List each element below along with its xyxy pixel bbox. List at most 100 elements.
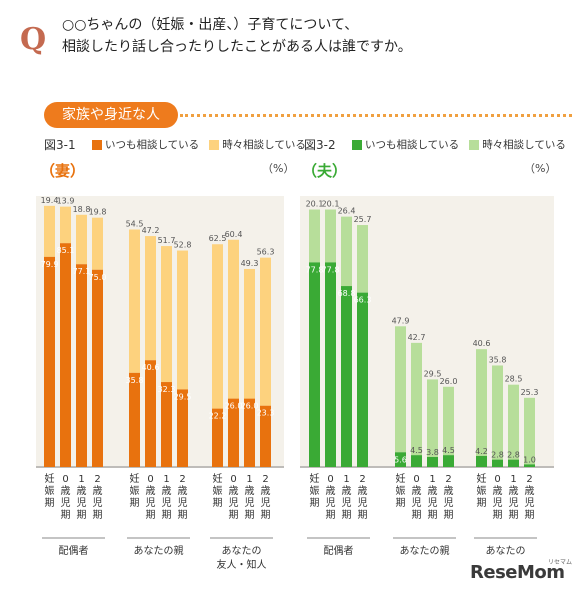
wife-period-label: 期 [245,509,255,521]
wife-label-sometimes: 47.2 [142,226,160,235]
husband-period-label: 期 [358,509,368,521]
husband-period-label: 2 [526,474,532,485]
husband-label-sometimes: 20.1 [306,200,324,209]
legend-label-sometimes: 時々相談している [482,139,566,151]
husband-bar-sometimes [492,365,503,460]
husband-period-label: 期 [477,497,487,509]
legend-wife: いつも相談している 時々相談している [92,137,306,152]
husband-label-sometimes: 40.6 [473,339,491,348]
husband-label-always: 77.8 [306,265,324,274]
husband-label-always: 2.8 [507,451,520,460]
husband-period-label: 期 [396,497,406,509]
husband-period-label: 児 [509,497,519,509]
wife-period-label: 期 [178,509,188,521]
husband-bar-always [443,455,454,467]
wife-period-label: 歳 [229,485,239,497]
husband-label-always: 4.5 [410,446,423,455]
wife-bar-sometimes [92,217,103,270]
wife-label-sometimes: 54.5 [126,220,144,229]
wife-bar-sometimes [260,257,271,406]
wife-period-label: 期 [146,509,156,521]
legend-swatch-sometimes [209,139,220,150]
husband-bar-sometimes [411,342,422,456]
wife-period-label: 歳 [261,485,271,497]
question-mark-q: Q [20,22,47,57]
wife-bar-always [76,264,87,467]
wife-label-sometimes: 13.9 [57,197,75,206]
wife-period-label: 期 [45,497,55,509]
wife-bar-sometimes [60,206,71,244]
wife-bar-always [228,398,239,467]
husband-period-label: 期 [444,509,454,521]
wife-period-label: 児 [77,497,87,509]
husband-period-label: 期 [412,509,422,521]
husband-period-label: 歳 [358,485,368,497]
wife-period-label: 娠 [130,484,140,497]
husband-bar-always [508,459,519,467]
wife-group-label: 配偶者 [59,544,89,557]
figure-id-husband: 図3-2 [304,138,336,152]
legend-item-sometimes: 時々相談している [209,137,306,152]
husband-bar-sometimes [357,225,368,293]
husband-label-always: 4.2 [475,447,488,456]
husband-label-always: 3.8 [426,448,439,457]
wife-label-sometimes: 18.8 [73,205,91,214]
wife-bar-always [145,360,156,467]
subject-husband: （夫） [302,162,348,180]
husband-label-sometimes: 29.5 [424,369,442,378]
legend-swatch-sometimes [469,139,480,150]
husband-period-label: 期 [326,509,336,521]
wife-period-label: 歳 [93,485,103,497]
wife-period-label: 児 [261,497,271,509]
husband-bar-always [476,455,487,467]
wife-period-label: 歳 [146,485,156,497]
husband-bar-sometimes [524,397,535,465]
wife-label-always: 35.8 [126,376,144,385]
wife-period-label: 歳 [61,485,71,497]
legend-swatch-always [92,139,102,150]
wife-group-label: 友人・知人 [217,558,267,571]
wife-group-label: あなたの親 [134,544,184,557]
question-line-2: 相談したり話し合ったりしたことがある人は誰ですか。 [62,39,412,55]
wife-period-label: 2 [262,474,268,485]
legend-label-sometimes: 時々相談している [222,139,306,151]
husband-bar-always [524,464,535,467]
husband-bar-always [325,262,336,467]
husband-period-label: 期 [493,509,503,521]
husband-label-always: 66.3 [354,296,372,305]
wife-period-label: 妊 [213,472,223,485]
husband-bar-always [395,452,406,467]
wife-period-label: 娠 [45,484,55,497]
wife-label-always: 23.3 [257,409,275,418]
wife-period-label: 歳 [245,485,255,497]
husband-label-always: 77.8 [322,265,340,274]
wife-period-label: 2 [94,474,100,485]
husband-label-sometimes: 25.3 [521,388,539,397]
husband-bar-sometimes [341,216,352,287]
husband-bar-sometimes [508,384,519,460]
wife-period-label: 児 [146,497,156,509]
wife-period-label: 0 [147,474,153,485]
wife-label-sometimes: 19.4 [41,196,59,205]
wife-label-sometimes: 52.8 [174,241,192,250]
wife-label-sometimes: 56.3 [257,248,275,257]
wife-label-sometimes: 19.8 [89,208,107,217]
wife-bar-always [161,382,172,467]
wife-bar-always [260,405,271,467]
husband-period-label: 児 [525,497,535,509]
husband-label-sometimes: 26.4 [338,207,356,216]
wife-bar-sometimes [161,246,172,383]
wife-period-label: 1 [246,474,252,485]
legend-husband: いつも相談している 時々相談している [352,137,566,152]
wife-bar-sometimes [177,250,188,390]
wife-bar-always [244,398,255,467]
wife-bar-sometimes [44,205,55,257]
husband-bar-always [309,262,320,467]
husband-period-label: 娠 [396,484,406,497]
wife-bar-always [92,269,103,467]
husband-period-label: 児 [493,497,503,509]
wife-bar-always [44,256,55,467]
husband-period-label: 0 [413,474,419,485]
husband-bar-always [341,286,352,467]
